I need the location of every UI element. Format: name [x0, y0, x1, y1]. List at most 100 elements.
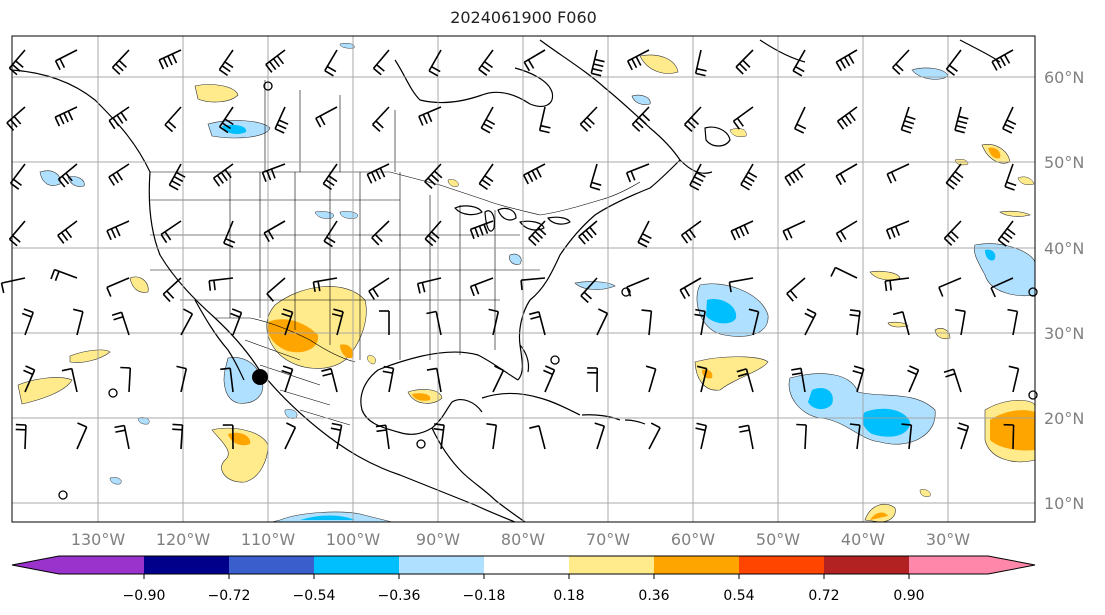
colorbar-tick-label: 0.54 — [723, 588, 754, 604]
wind-barb-staff — [424, 163, 442, 183]
wind-barb-feather — [947, 234, 956, 243]
wind-barb-feather — [281, 369, 292, 375]
wind-barb-staff — [492, 311, 500, 336]
wind-barb-staff — [76, 426, 88, 450]
wind-barb-feather — [786, 293, 794, 302]
wind-barb-staff — [745, 368, 754, 393]
wind-barb-feather — [375, 169, 382, 180]
wind-barb-feather — [943, 237, 953, 246]
wind-barb-feather — [486, 423, 497, 426]
wind-barb-feather — [61, 367, 72, 372]
wind-barb-feather — [416, 283, 421, 294]
wind-barb-feather — [430, 174, 440, 182]
map-frame — [11, 35, 1036, 523]
wind-barb-feather — [108, 176, 115, 186]
wind-barb-feather — [991, 61, 998, 71]
wind-barb-staff — [470, 277, 494, 288]
wind-barb-feather — [54, 116, 61, 127]
wind-barb-feather — [742, 179, 753, 187]
wind-barb-feather — [474, 284, 480, 295]
wind-barb-feather — [372, 124, 381, 132]
wind-barb-staff — [580, 277, 598, 297]
wind-barb-feather — [108, 120, 116, 130]
wind-barb-feather — [366, 173, 373, 184]
wind-barb-feather — [835, 175, 842, 186]
wind-barb-feather — [263, 232, 270, 243]
wind-barb-feather — [534, 230, 544, 239]
wind-barb-staff — [908, 425, 913, 450]
wind-barb-feather — [852, 370, 863, 375]
wind-barb-feather — [218, 69, 229, 77]
wind-barb-feather — [788, 174, 796, 184]
wind-barb-feather — [839, 173, 847, 183]
wind-barb-feather — [428, 70, 439, 77]
wind-barb-feather — [527, 59, 535, 69]
wind-barb-feather — [945, 372, 956, 378]
wind-barb-staff — [960, 311, 966, 336]
wind-barb-staff — [538, 425, 546, 450]
wind-barb-feather — [261, 172, 267, 182]
wind-barb-feather — [849, 423, 860, 426]
lon-label: 90°W — [416, 530, 460, 549]
wind-barb-feather — [544, 365, 555, 371]
wind-barb-feather — [806, 308, 817, 315]
wind-barb-staff — [223, 220, 234, 244]
wind-barb-staff — [478, 49, 494, 70]
wind-barb-staff — [792, 49, 806, 72]
wind-barb-staff — [218, 49, 234, 71]
wind-barb-feather — [848, 54, 855, 64]
wind-barb-feather — [120, 366, 131, 369]
wind-barb-feather — [111, 66, 121, 75]
wind-barb-feather — [160, 233, 168, 244]
wind-barb-feather — [954, 129, 965, 134]
wind-barb-staff — [596, 313, 609, 336]
wind-barb-feather — [383, 365, 394, 370]
wind-barb-staff — [856, 425, 861, 450]
wind-barb-feather — [695, 427, 706, 432]
wind-barb-feather — [375, 424, 386, 428]
wind-barb-feather — [738, 424, 749, 429]
wind-barb-feather — [641, 113, 651, 122]
wind-barb-staff — [689, 163, 702, 186]
wind-barb-feather — [736, 368, 747, 373]
wind-barb-feather — [371, 237, 380, 246]
wind-barb-staff — [960, 425, 970, 450]
wind-barb-feather — [748, 308, 759, 313]
wind-barb-feather — [527, 172, 534, 183]
colorbar-segment — [59, 556, 144, 574]
wind-barb-feather — [480, 127, 491, 134]
wind-barb-feather — [794, 127, 805, 134]
wind-barb-feather — [635, 56, 642, 66]
wind-barb-feather — [333, 308, 344, 313]
colorbar-tick-label: 0.72 — [808, 588, 839, 604]
wind-barb-feather — [591, 72, 602, 77]
wind-barb-feather — [839, 230, 847, 240]
wind-barb-staff — [158, 49, 182, 61]
wind-barb-staff — [679, 277, 702, 291]
wind-barb-staff — [729, 277, 754, 283]
colorbar-tick-label: −0.90 — [123, 588, 166, 604]
wind-barb-staff — [123, 425, 130, 450]
wind-barb-feather — [696, 422, 707, 427]
wind-barb-staff — [637, 220, 650, 243]
wind-barb-feather — [796, 423, 807, 426]
wind-barb-feather — [54, 60, 61, 71]
wind-barb-feather — [65, 172, 73, 182]
wind-barb-feather — [848, 112, 856, 122]
wind-barb-feather — [958, 422, 969, 427]
wind-barb-feather — [540, 124, 551, 129]
wind-barb-feather — [592, 67, 603, 72]
wind-barb-staff — [330, 368, 338, 393]
lon-label: 120°W — [156, 530, 211, 549]
wind-barb-feather — [902, 124, 913, 130]
wind-barb-feather — [853, 365, 864, 370]
wind-barb-feather — [943, 368, 954, 374]
wind-barb-feather — [322, 183, 332, 191]
wind-barb-feather — [379, 167, 386, 178]
wind-barb-feather — [892, 66, 901, 75]
wind-barb-staff — [470, 220, 494, 231]
wind-barb-feather — [224, 61, 234, 69]
wind-barb-feather — [581, 232, 590, 242]
wind-barb-feather — [1000, 235, 1010, 243]
